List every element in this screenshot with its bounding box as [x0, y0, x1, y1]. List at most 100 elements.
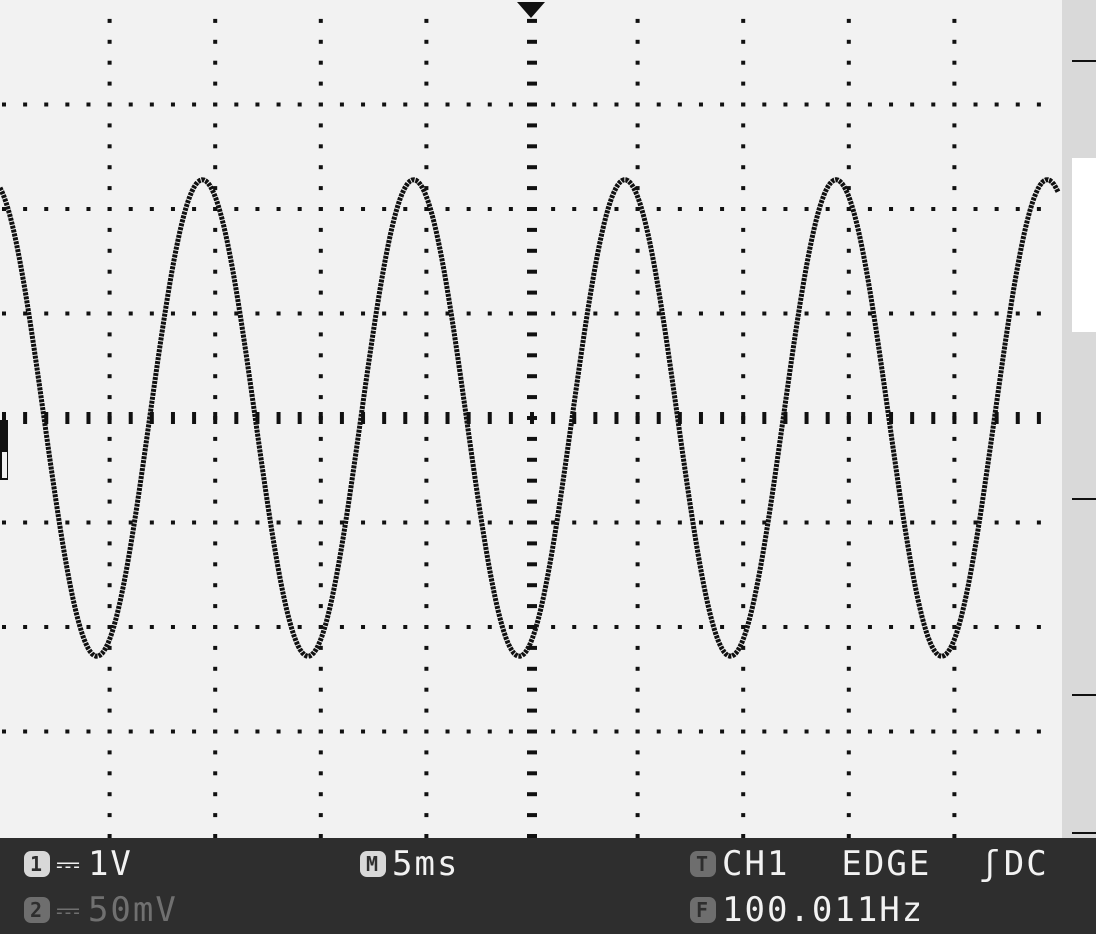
grid-dot	[107, 39, 112, 44]
grid-dot	[527, 207, 537, 211]
grid-dot	[741, 186, 746, 191]
grid-dot	[107, 457, 112, 462]
grid-dot	[1015, 729, 1020, 734]
grid-dot	[424, 102, 429, 107]
grid-dot	[361, 311, 366, 316]
grid-dot	[846, 186, 851, 191]
grid-dot	[635, 395, 640, 400]
grid-dot	[698, 311, 703, 316]
grid-dot	[424, 165, 429, 170]
grid-dot	[445, 102, 450, 107]
grid-dot	[149, 102, 154, 107]
grid-dot	[508, 729, 513, 734]
grid-dot	[741, 457, 746, 462]
grid-dot	[889, 207, 894, 211]
frequency-readout[interactable]: F 100.011Hz	[690, 890, 924, 930]
grid-dot	[741, 729, 746, 734]
grid-dot	[804, 311, 809, 316]
grid-dot	[994, 520, 999, 525]
ch2-scale-readout[interactable]: 2 ⎓ 50mV	[24, 890, 178, 930]
grid-dot	[44, 102, 49, 107]
softkey-panel[interactable]	[1072, 158, 1096, 332]
grid-dot	[952, 311, 957, 316]
grid-dot	[952, 834, 957, 838]
trigger-readout[interactable]: T CH1 EDGE ʃ DC	[690, 844, 1049, 884]
grid-dot	[1036, 412, 1041, 424]
grid-dot	[527, 499, 537, 504]
grid-dot	[213, 81, 218, 86]
grid-dot	[382, 311, 387, 316]
grid-dot	[276, 102, 281, 107]
grid-dot	[403, 311, 408, 316]
grid-dot	[677, 311, 682, 316]
grid-dot	[952, 625, 957, 629]
grid-dot	[44, 520, 49, 525]
grid-dot	[213, 102, 218, 107]
ch1-scale-readout[interactable]: 1 ⎓ 1V	[24, 844, 133, 884]
grid-dot	[635, 604, 640, 609]
grid-dot	[593, 207, 598, 211]
grid-dot	[952, 562, 957, 567]
grid-dot	[635, 332, 640, 337]
side-strip	[1062, 0, 1096, 838]
grid-dot	[318, 708, 323, 713]
grid-dot	[846, 123, 851, 128]
grid-dot	[741, 207, 746, 211]
grid-dot	[741, 353, 746, 358]
grid-dot	[128, 102, 133, 107]
grid-dot	[213, 813, 218, 818]
grid-dot	[297, 625, 302, 629]
grid-dot	[318, 395, 323, 400]
grid-dot	[86, 102, 91, 107]
grid-dot	[318, 792, 323, 797]
grid-dot	[527, 81, 537, 86]
grid-dot	[65, 520, 70, 525]
grid-dot	[846, 771, 851, 776]
grid-dot	[572, 729, 577, 734]
grid-dot	[846, 227, 851, 232]
grid-dot	[213, 165, 218, 170]
grid-dot	[318, 269, 323, 274]
grid-dot	[107, 227, 112, 232]
grid-dot	[86, 412, 91, 424]
side-tick	[1072, 694, 1096, 696]
grid-dot	[339, 729, 344, 734]
grid-dot	[551, 520, 556, 525]
grid-dot	[614, 729, 619, 734]
grid-dot	[508, 520, 513, 525]
grid-dot	[656, 520, 661, 525]
timebase-readout[interactable]: M 5ms	[360, 844, 459, 884]
grid-dot	[527, 186, 537, 191]
grid-dot	[783, 102, 788, 107]
grid-dot	[382, 412, 387, 424]
grid-dot	[213, 290, 218, 295]
grid-dot	[1036, 520, 1041, 525]
grid-dot	[487, 311, 492, 316]
grid-dot	[424, 645, 429, 650]
grid-dot	[382, 102, 387, 107]
grid-dot	[973, 311, 978, 316]
grid-dot	[635, 750, 640, 755]
grid-dot	[741, 520, 746, 525]
grid-dot	[741, 144, 746, 149]
grid-dot	[593, 520, 598, 525]
grid-dot	[487, 102, 492, 107]
grid-dot	[339, 520, 344, 525]
grid-dot	[994, 729, 999, 734]
grid-dot	[213, 123, 218, 128]
grid-dot	[508, 207, 513, 211]
grid-dot	[213, 60, 218, 65]
grid-dot	[107, 395, 112, 400]
grid-dot	[213, 18, 218, 23]
grid-dot	[424, 729, 429, 734]
grid-dot	[635, 102, 640, 107]
grid-dot	[741, 39, 746, 44]
grid-dot	[403, 207, 408, 211]
grid-dot	[846, 165, 851, 170]
grid-dot	[973, 729, 978, 734]
grid-dot	[339, 412, 344, 424]
grid-dot	[952, 457, 957, 462]
grid-dot	[698, 520, 703, 525]
grid-dot	[170, 412, 175, 424]
grid-dot	[2, 520, 6, 525]
